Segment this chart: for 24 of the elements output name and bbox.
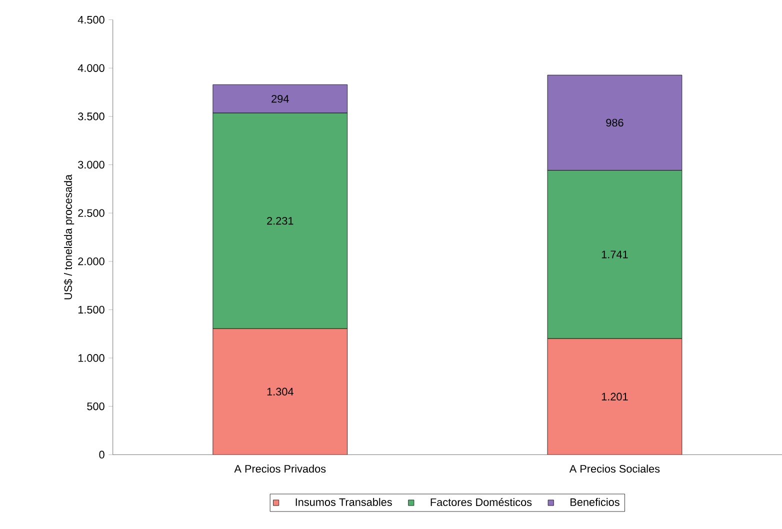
y-tick-label: 3.500 <box>78 112 104 120</box>
y-tick-label: 4.000 <box>78 64 104 72</box>
y-tick-label: 0 <box>99 450 104 459</box>
y-tick-label: 2.500 <box>78 209 104 217</box>
data-label: 294 <box>272 95 289 103</box>
y-tick-label: 1.500 <box>78 306 104 314</box>
x-tick-label: A Precios Privados <box>234 464 326 473</box>
legend-label: Beneficios <box>570 498 620 506</box>
y-axis-title: US$ / tonelada procesada <box>64 174 74 300</box>
y-tick-label: 4.500 <box>78 16 104 24</box>
bar <box>212 328 348 455</box>
data-label: 986 <box>606 118 624 127</box>
legend-label: Insumos Transables <box>296 498 392 506</box>
bar <box>547 338 682 455</box>
y-tick-label: 3.000 <box>78 160 104 169</box>
y-tick-label: 2.000 <box>78 258 104 266</box>
data-label: 1.741 <box>602 250 628 258</box>
legend-label: Factores Domésticos <box>430 498 532 506</box>
y-tick-label: 500 <box>87 402 104 410</box>
y-tick-label: 1.000 <box>78 354 104 362</box>
data-label: 1.304 <box>267 388 294 396</box>
x-tick-label: A Precios Sociales <box>569 464 660 473</box>
data-label: 1.201 <box>602 392 628 401</box>
data-label: 2.231 <box>267 217 294 225</box>
